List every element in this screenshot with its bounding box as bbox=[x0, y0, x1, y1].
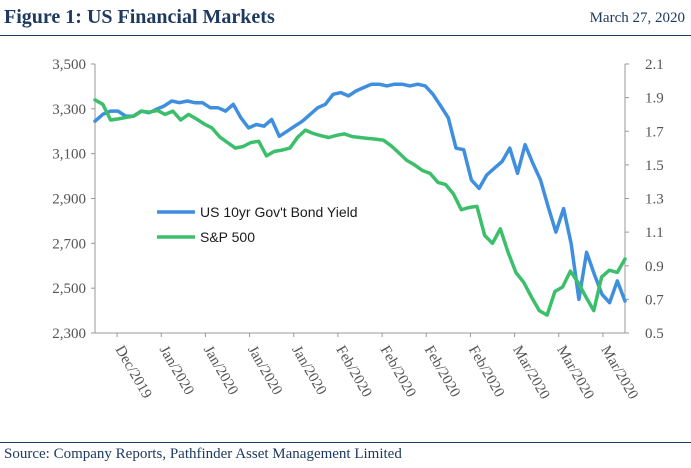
x-axis-tick-label: Mar/2020 bbox=[553, 343, 596, 402]
left-axis-tick-label: 3,500 bbox=[52, 57, 86, 73]
header: Figure 1: US Financial Markets March 27,… bbox=[0, 0, 691, 36]
x-axis-tick-label: Mar/2020 bbox=[509, 343, 552, 402]
legend-background bbox=[124, 200, 400, 222]
x-axis-tick-label: Mar/2020 bbox=[597, 343, 640, 402]
source-note: Source: Company Reports, Pathfinder Asse… bbox=[4, 446, 402, 462]
line-chart: 3,500 3,300 3,100 2,900 2,700 2,500 2,300 2.1 1.… bbox=[52, 57, 664, 402]
chart-legend: US 10yr Gov't Bond Yield S&P 500 bbox=[124, 200, 400, 247]
right-axis-tick-label: 0.5 bbox=[645, 326, 664, 342]
x-axis-tick-label: Feb/2020 bbox=[465, 343, 507, 400]
left-axis-tick-label: 2,900 bbox=[52, 192, 86, 208]
x-axis-tick-label: Dec/2019 bbox=[112, 343, 155, 402]
x-axis-tick-label: Jan/2020 bbox=[288, 343, 329, 398]
legend-background bbox=[124, 225, 400, 247]
series-line-s-p-500 bbox=[93, 98, 627, 317]
left-axis-tick-label: 3,300 bbox=[52, 102, 86, 118]
top-divider bbox=[0, 35, 691, 36]
left-axis-tick-label: 3,100 bbox=[52, 147, 86, 163]
right-axis-tick-label: 1.7 bbox=[645, 124, 664, 140]
x-axis-tick-label: Jan/2020 bbox=[156, 343, 197, 398]
chart-axes bbox=[91, 63, 629, 337]
chart-series bbox=[93, 82, 627, 317]
figure-title: Figure 1: US Financial Markets bbox=[4, 6, 275, 28]
x-axis-tick-label: Jan/2020 bbox=[244, 343, 285, 398]
x-axis-tick-label: Feb/2020 bbox=[332, 343, 374, 400]
series-line-us-10yr-gov-t-bond-yield bbox=[93, 82, 627, 305]
left-axis-tick-label: 2,500 bbox=[52, 281, 86, 297]
left-axis-tick-label: 2,700 bbox=[52, 236, 86, 252]
right-axis-tick-label: 1.3 bbox=[645, 192, 664, 208]
right-axis-tick-label: 1.5 bbox=[645, 158, 664, 174]
left-axis-tick-label: 2,300 bbox=[52, 326, 86, 342]
x-axis-tick-label: Jan/2020 bbox=[200, 343, 241, 398]
right-axis-tick-label: 1.9 bbox=[645, 91, 664, 107]
figure-date: March 27, 2020 bbox=[589, 10, 685, 26]
right-axis-tick-label: 1.1 bbox=[645, 225, 664, 241]
right-axis-tick-label: 2.1 bbox=[645, 57, 664, 73]
x-axis-tick-label: Feb/2020 bbox=[421, 343, 463, 400]
legend-label-s-p-500: S&P 500 bbox=[200, 229, 255, 245]
right-axis-tick-label: 0.7 bbox=[645, 292, 664, 308]
legend-label-us-10yr-gov-t-bond-yield: US 10yr Gov't Bond Yield bbox=[200, 204, 358, 220]
x-axis-tick-label: Feb/2020 bbox=[377, 343, 419, 400]
right-axis-tick-label: 0.9 bbox=[645, 259, 664, 275]
bottom-divider bbox=[0, 442, 691, 443]
